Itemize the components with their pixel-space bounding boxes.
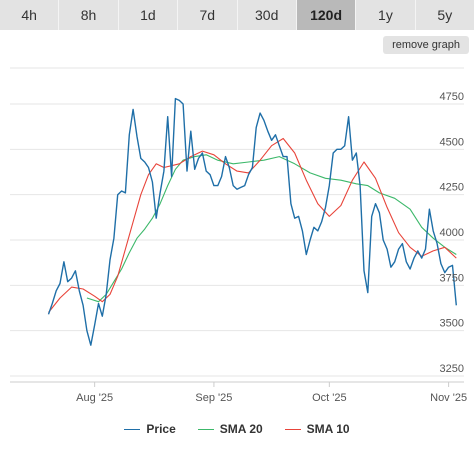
tab-8h[interactable]: 8h bbox=[59, 0, 119, 30]
legend-item-sma20[interactable]: SMA 20 bbox=[197, 420, 263, 438]
tab-30d[interactable]: 30d bbox=[237, 0, 297, 30]
y-tick-label-4250: 4250 bbox=[440, 182, 464, 194]
y-tick-label-3750: 3750 bbox=[440, 272, 464, 284]
legend-label-sma10: SMA 10 bbox=[306, 422, 350, 436]
chart-legend: Price SMA 20 SMA 10 bbox=[0, 420, 474, 438]
price-chart: 3250 3500 3750 4000 4250 4500 4750 Aug '25 Sep … bbox=[10, 67, 467, 404]
legend-label-sma20: SMA 20 bbox=[219, 422, 263, 436]
chart-grid bbox=[10, 67, 464, 387]
chart-lines bbox=[47, 97, 457, 346]
y-tick-label-3500: 3500 bbox=[440, 318, 464, 330]
legend-swatch-sma10 bbox=[284, 428, 301, 430]
timeframe-tabs: 4h 8h 1d 7d 30d 120d 1y 5y bbox=[0, 0, 474, 30]
x-tick-label-3: Nov '25 bbox=[430, 392, 467, 404]
y-tick-label-4500: 4500 bbox=[440, 136, 464, 148]
legend-item-sma10[interactable]: SMA 10 bbox=[284, 420, 350, 438]
x-tick-label-0: Aug '25 bbox=[76, 392, 113, 404]
x-tick-label-1: Sep '25 bbox=[195, 392, 232, 404]
tab-1y[interactable]: 1y bbox=[356, 0, 416, 30]
tab-1d[interactable]: 1d bbox=[118, 0, 179, 30]
y-tick-label-4750: 4750 bbox=[440, 91, 464, 103]
legend-swatch-sma20 bbox=[197, 428, 214, 430]
series-line-sma-20 bbox=[86, 154, 457, 303]
tab-5y[interactable]: 5y bbox=[415, 0, 474, 30]
series-line-sma-10 bbox=[48, 137, 457, 313]
y-tick-label-4000: 4000 bbox=[440, 227, 464, 239]
tab-120d[interactable]: 120d bbox=[296, 0, 357, 30]
legend-item-price[interactable]: Price bbox=[124, 420, 176, 438]
tab-7d[interactable]: 7d bbox=[178, 0, 238, 30]
legend-swatch-price bbox=[124, 428, 141, 430]
legend-label-price: Price bbox=[146, 422, 176, 436]
x-axis-labels: Aug '25 Sep '25 Oct '25 Nov '25 bbox=[76, 392, 467, 404]
y-axis-labels: 3250 3500 3750 4000 4250 4500 4750 bbox=[440, 91, 464, 375]
y-tick-label-3250: 3250 bbox=[440, 363, 464, 375]
series-line-price bbox=[47, 97, 457, 346]
remove-graph-button[interactable]: remove graph bbox=[383, 36, 469, 54]
tab-4h[interactable]: 4h bbox=[0, 0, 60, 30]
x-tick-label-2: Oct '25 bbox=[312, 392, 347, 404]
